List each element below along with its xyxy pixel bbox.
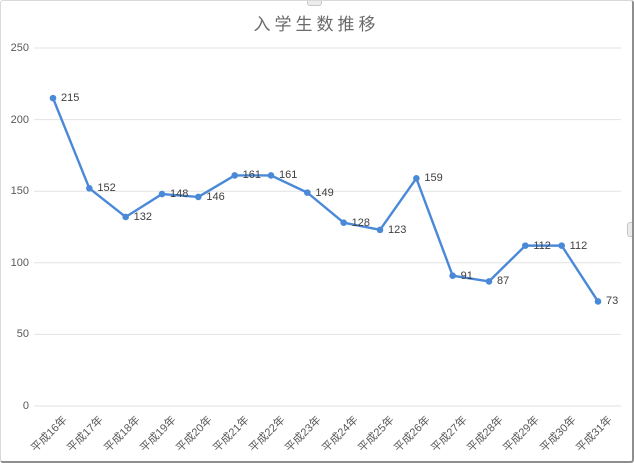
data-point[interactable] — [558, 242, 565, 249]
data-point[interactable] — [267, 172, 275, 179]
data-label: 123 — [388, 223, 407, 236]
resize-handle-right[interactable] — [627, 222, 632, 237]
data-label: 152 — [97, 182, 116, 195]
data-label: 149 — [315, 186, 334, 199]
data-point[interactable] — [449, 272, 456, 279]
data-point[interactable] — [376, 226, 384, 234]
y-tick-label: 0 — [22, 400, 29, 412]
data-label: 87 — [497, 275, 510, 288]
data-label: 132 — [133, 210, 153, 223]
y-tick-label: 100 — [10, 256, 29, 269]
data-point[interactable] — [49, 94, 57, 102]
data-label: 112 — [533, 239, 551, 252]
resize-handle-top[interactable] — [307, 1, 322, 6]
data-point[interactable] — [485, 278, 493, 285]
data-point[interactable] — [122, 213, 129, 221]
data-label: 91 — [460, 269, 473, 282]
data-label: 215 — [61, 92, 80, 105]
data-label: 161 — [279, 169, 298, 182]
data-label: 73 — [606, 295, 619, 308]
y-tick-label: 50 — [16, 328, 29, 341]
data-point[interactable] — [594, 298, 602, 305]
data-point[interactable] — [413, 175, 420, 182]
data-point[interactable] — [522, 242, 529, 249]
series-line[interactable] — [51, 96, 600, 303]
data-point[interactable] — [340, 219, 347, 227]
chart-title: 入学生数推移 — [253, 15, 380, 34]
data-point[interactable] — [304, 189, 311, 196]
data-label: 161 — [242, 169, 262, 182]
y-tick-label: 150 — [10, 185, 29, 198]
data-label: 146 — [206, 190, 225, 203]
data-label: 159 — [424, 172, 443, 185]
y-tick-label: 250 — [10, 42, 29, 54]
data-point[interactable] — [86, 185, 93, 192]
data-label: 112 — [569, 239, 588, 252]
data-point[interactable] — [195, 193, 202, 201]
y-tick-label: 200 — [10, 113, 29, 126]
data-point[interactable] — [158, 190, 166, 198]
data-label: 128 — [351, 216, 371, 229]
data-point[interactable] — [231, 172, 238, 179]
data-label: 148 — [170, 188, 189, 201]
